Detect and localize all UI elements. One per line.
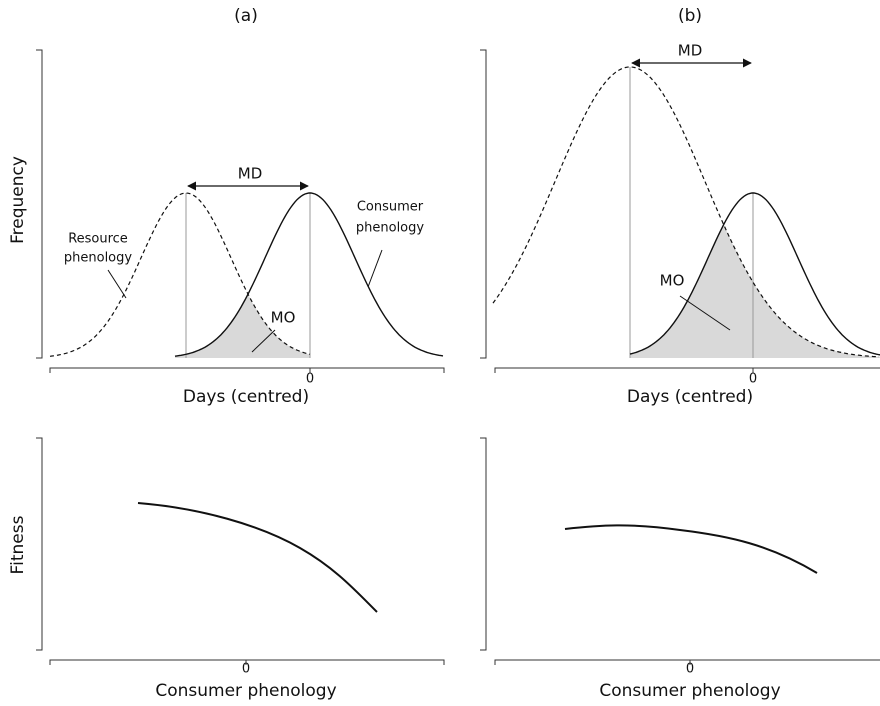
y-axis: [480, 49, 487, 359]
fitness-curve: [137, 502, 378, 613]
md-label: MD: [238, 165, 263, 183]
x-axis-title: Consumer phenology: [599, 681, 780, 701]
overlap-area: [630, 225, 880, 358]
overlap-area: [175, 296, 310, 358]
fitness-curve: [564, 524, 818, 574]
mo-label: MO: [660, 272, 685, 290]
x-axis-title: Consumer phenology: [155, 681, 336, 701]
consumer-curve: [174, 192, 444, 357]
x-axis: [49, 659, 445, 665]
x-axis-title: Days (centred): [627, 387, 753, 407]
panel-label: (b): [678, 6, 702, 26]
x-tick-label: 0: [686, 662, 694, 677]
shapes: [49, 66, 880, 358]
x-axis: [494, 659, 880, 665]
x-axis: [494, 367, 880, 373]
resource-curve: [492, 66, 880, 358]
md-label: MD: [678, 42, 703, 60]
resource-label: Resource: [68, 232, 128, 247]
y-axis: [36, 49, 43, 359]
consumer-label: Consumer: [357, 200, 424, 215]
y-axis-title: Frequency: [8, 156, 28, 244]
x-tick-label: 0: [306, 372, 314, 387]
x-tick-label: 0: [749, 372, 757, 387]
y-axis: [480, 437, 487, 651]
leader-line: [107, 269, 127, 299]
resource-curve: [49, 192, 311, 357]
mo-label: MO: [271, 309, 296, 327]
x-axis: [49, 367, 445, 373]
x-tick-label: 0: [242, 662, 250, 677]
leader-line: [251, 329, 276, 353]
panel-label: (a): [234, 6, 258, 26]
leader-line: [679, 295, 731, 331]
leader-line: [367, 249, 383, 288]
resource-label: phenology: [64, 251, 132, 266]
x-axis-title: Days (centred): [183, 387, 309, 407]
y-axis: [36, 437, 43, 651]
consumer-curve: [629, 192, 880, 356]
consumer-label: phenology: [356, 221, 424, 236]
y-axis-title: Fitness: [8, 515, 28, 574]
